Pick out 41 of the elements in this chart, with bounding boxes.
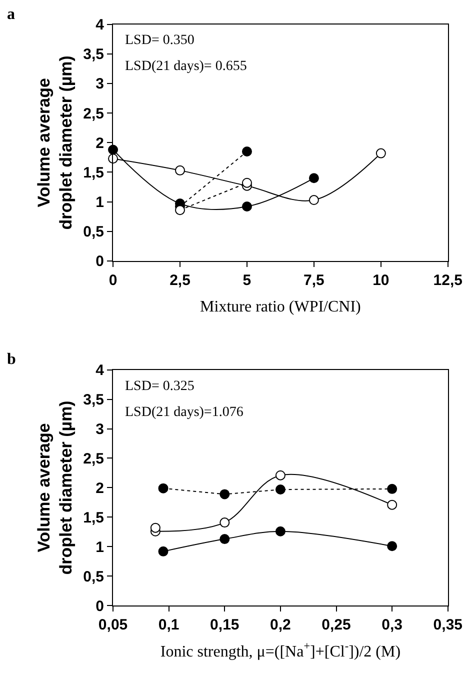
y-tick-label: 3 <box>96 421 104 438</box>
y-tick-label: 0 <box>96 598 104 615</box>
x-tick-label: 10 <box>372 272 390 289</box>
y-tick-label: 2,5 <box>83 105 104 122</box>
y-tick-label: 0 <box>96 253 104 270</box>
y-axis-title: Volume average droplet diameter (µm) <box>34 400 76 575</box>
annotation: LSD= 0.325 <box>125 379 194 394</box>
y-tick-label: 1,5 <box>83 509 104 526</box>
chart-title: b <box>7 351 16 368</box>
x-tick-label: 12,5 <box>433 272 462 289</box>
x-tick-label: 0,35 <box>433 616 462 634</box>
x-tick-label: 2,5 <box>170 272 190 289</box>
y-tick-label: 3,5 <box>83 392 104 409</box>
annotation: LSD= 0.350 <box>125 33 194 48</box>
y-tick-label: 2 <box>96 134 104 152</box>
x-axis-title: Ionic strength, μ=([Na$^{+}$]+[Cl$^{-}$])/2 (M) <box>160 640 401 660</box>
y-tick-label: 4 <box>96 362 105 380</box>
chart-title: a <box>7 6 15 23</box>
y-tick-label: 1,5 <box>83 164 104 182</box>
x-tick-label: 0,05 <box>98 616 128 634</box>
y-tick-label: 0,5 <box>83 224 104 241</box>
x-tick-label: 0,15 <box>210 616 240 634</box>
y-tick-label: 4 <box>96 16 105 34</box>
x-tick-label: 5 <box>242 272 252 289</box>
y-tick-label: 2,5 <box>83 450 104 468</box>
y-axis-title: Volume average droplet diameter (µm) <box>34 56 76 230</box>
annotation: LSD(21 days)= 0.655 <box>125 59 247 74</box>
x-tick-label: 0 <box>108 272 118 289</box>
x-tick-label: 0,25 <box>322 616 351 634</box>
x-tick-label: 0,3 <box>382 616 403 634</box>
x-tick-label: 7,5 <box>304 272 324 289</box>
y-tick-label: 1 <box>96 194 104 212</box>
x-tick-label: 0,1 <box>158 616 180 634</box>
y-tick-label: 1 <box>96 538 104 556</box>
y-tick-label: 0,5 <box>83 568 104 586</box>
y-tick-label: 3,5 <box>83 46 104 64</box>
annotation: LSD(21 days)=1.076 <box>125 405 244 420</box>
y-tick-label: 3 <box>96 76 104 93</box>
x-tick-label: 0,2 <box>270 616 291 634</box>
x-axis-title: Mixture ratio (WPI/CNI) <box>200 298 361 316</box>
y-tick-label: 2 <box>96 480 104 497</box>
